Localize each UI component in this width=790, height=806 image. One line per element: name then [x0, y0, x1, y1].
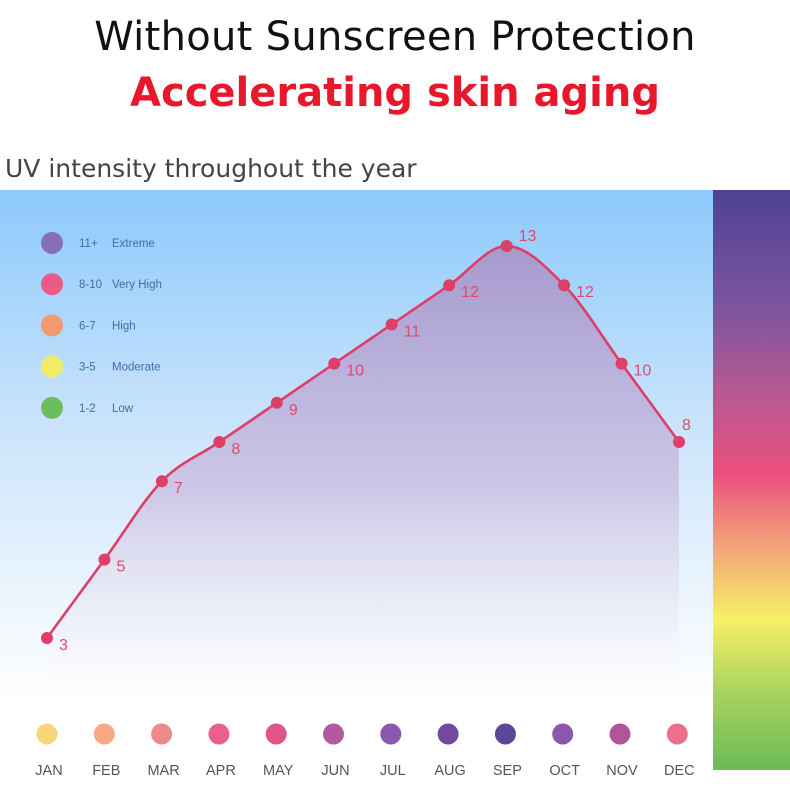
- uv-point: [213, 436, 226, 448]
- month-label: AUG: [434, 763, 465, 779]
- month-label: JUN: [321, 763, 349, 779]
- page-subtitle: Accelerating skin aging: [130, 70, 660, 116]
- uv-value-label: 10: [634, 363, 652, 380]
- legend-label: Low: [112, 403, 134, 415]
- legend-range: 1-2: [79, 403, 96, 415]
- uv-value-label: 7: [174, 480, 183, 497]
- month-label: NOV: [606, 763, 638, 779]
- month-dot: [494, 723, 516, 745]
- uv-scale-bar: [713, 190, 790, 770]
- legend-label: Very High: [112, 279, 162, 291]
- uv-point: [558, 279, 571, 292]
- legend-dot: [41, 314, 63, 337]
- month-label: JAN: [35, 763, 62, 779]
- uv-point: [615, 357, 628, 370]
- uv-line: [45, 244, 681, 639]
- uv-area: [47, 246, 679, 700]
- month-dot: [552, 723, 574, 745]
- legend-label: Extreme: [112, 238, 155, 250]
- uv-value-label: 9: [289, 402, 298, 419]
- uv-point: [41, 632, 53, 644]
- month-label: OCT: [549, 763, 580, 779]
- uv-point: [673, 436, 685, 448]
- month-label: JUL: [380, 763, 406, 779]
- uv-value-label: 8: [231, 441, 240, 458]
- uv-point: [98, 553, 111, 566]
- uv-value-label: 12: [576, 284, 594, 301]
- month-label: DEC: [664, 763, 695, 779]
- uv-value-label: 10: [346, 363, 364, 380]
- month-dot: [151, 723, 173, 745]
- uv-value-label: 3: [59, 637, 68, 654]
- month-label: APR: [206, 763, 236, 779]
- legend-dot: [41, 355, 63, 378]
- legend-label: Moderate: [112, 362, 161, 374]
- uv-point: [155, 475, 168, 488]
- legend-range: 6-7: [79, 320, 96, 332]
- chart-title: UV intensity throughout the year: [5, 154, 417, 183]
- month-dot: [265, 723, 287, 745]
- month-dot: [36, 723, 58, 745]
- legend-label: High: [112, 320, 136, 332]
- month-label: MAY: [263, 763, 294, 779]
- uv-value-label: 13: [519, 228, 537, 245]
- legend-range: 8-10: [79, 279, 102, 291]
- month-label: SEP: [493, 763, 522, 779]
- uv-point: [385, 318, 398, 331]
- uv-value-label: 5: [116, 559, 125, 576]
- legend-range: 11+: [79, 238, 98, 250]
- month-dot: [666, 723, 688, 745]
- uv-point: [500, 240, 513, 252]
- month-label: MAR: [147, 763, 179, 779]
- month-dot: [323, 723, 344, 745]
- legend-dot: [41, 396, 63, 419]
- page-title: Without Sunscreen Protection: [94, 14, 696, 60]
- month-dot: [609, 723, 631, 745]
- uv-point: [270, 396, 283, 409]
- legend-range: 3-5: [79, 362, 96, 374]
- legend-dot: [41, 232, 63, 254]
- month-dot: [437, 723, 459, 745]
- month-dot: [208, 723, 230, 745]
- uv-point: [443, 279, 456, 292]
- uv-point: [328, 357, 341, 370]
- uv-value-label: 8: [682, 417, 691, 434]
- month-dot: [93, 723, 115, 745]
- legend-dot: [41, 273, 63, 296]
- uv-value-label: 12: [461, 284, 479, 301]
- month-label: FEB: [92, 763, 120, 779]
- uv-value-label: 11: [404, 323, 421, 340]
- month-dot: [380, 723, 402, 745]
